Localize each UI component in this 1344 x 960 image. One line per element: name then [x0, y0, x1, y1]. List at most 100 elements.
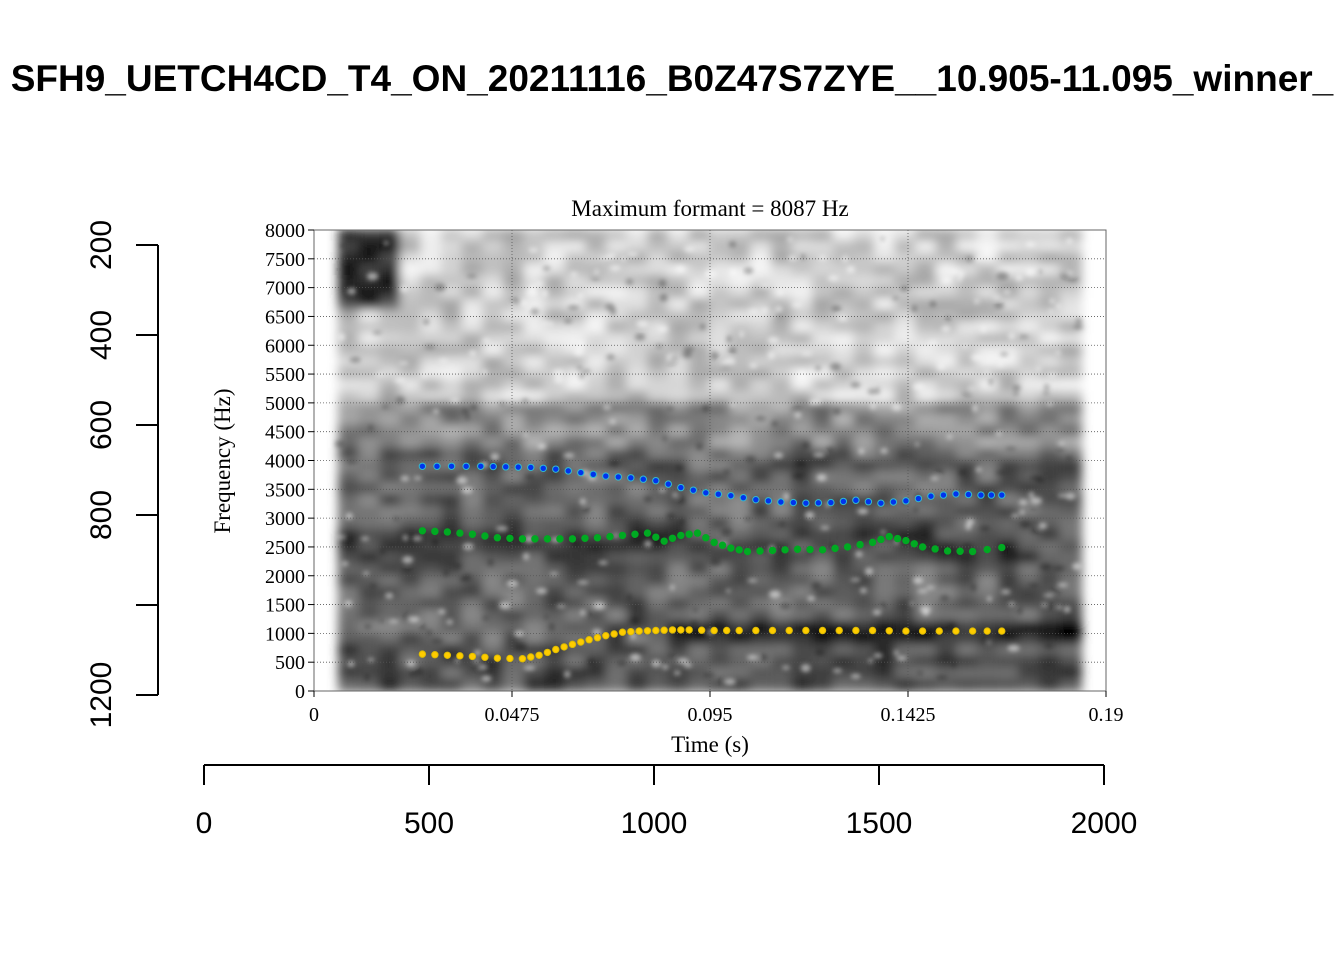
outer-x-tick-label: 0: [196, 807, 213, 840]
formant-point: [606, 532, 614, 541]
outer-y-tick-label: 600: [85, 400, 118, 450]
formant-point: [481, 653, 489, 661]
outer-x-tick-label: 500: [404, 807, 454, 840]
outer-y-axis: 200 400 600 800 1200: [85, 220, 159, 729]
formant-point: [631, 530, 639, 538]
formant-point: [710, 626, 718, 635]
formant-point: [952, 627, 960, 635]
y-tick-label: 5500: [265, 364, 305, 386]
formant-point: [987, 491, 996, 499]
spectrogram-panel: Maximum formant = 8087 Hz 0 500 1000 1500 20…: [210, 196, 1124, 757]
formant-point: [668, 534, 677, 542]
outer-x-tick-label: 1500: [846, 807, 913, 840]
formant-point: [877, 535, 885, 544]
formant-point: [752, 495, 760, 504]
formant-series-3: [418, 626, 1006, 663]
figure-title: SFH9_UETCH4CD_T4_ON_20211116_B0Z47S7ZYE_…: [11, 58, 1334, 99]
formant-point: [802, 499, 810, 507]
formant-point: [856, 540, 864, 549]
formant-point: [843, 543, 852, 551]
formant-point: [418, 650, 427, 658]
formant-point: [664, 480, 673, 488]
formant-point: [768, 626, 777, 635]
x-axis-label: Time (s): [671, 732, 749, 757]
formant-point: [968, 547, 977, 556]
formant-point: [677, 531, 685, 540]
formant-point: [935, 627, 943, 635]
formant-point: [714, 490, 723, 498]
formant-point: [885, 627, 893, 635]
x-tick-label: 0.19: [1089, 704, 1124, 726]
formant-point: [998, 627, 1006, 635]
y-tick-label: 7500: [265, 249, 305, 271]
formant-point: [735, 626, 743, 635]
formant-point: [506, 534, 514, 542]
formant-point: [614, 473, 622, 481]
y-tick-label: 1000: [265, 623, 305, 645]
formant-point: [983, 545, 991, 554]
formant-point: [789, 498, 798, 507]
formant-point: [677, 483, 685, 492]
y-tick-label: 8000: [265, 220, 305, 242]
outer-x-tick-label: 1000: [621, 807, 688, 840]
formant-point: [914, 494, 923, 503]
formant-tracks: [418, 462, 1006, 663]
outer-y-tick-label: 1200: [85, 662, 118, 729]
formant-point: [685, 530, 693, 538]
x-tick-label: 0: [309, 704, 319, 726]
formant-point: [877, 499, 885, 507]
formant-point: [668, 626, 677, 634]
formant-point: [918, 543, 927, 551]
formant-point: [552, 645, 560, 654]
y-axis-label: Frequency (Hz): [210, 389, 235, 534]
formant-point: [956, 547, 964, 555]
formant-point: [806, 545, 814, 554]
formant-point: [802, 626, 810, 635]
y-tick-label: 2500: [265, 537, 305, 559]
formant-point: [768, 546, 777, 555]
formant-point: [447, 462, 456, 470]
formant-point: [593, 534, 602, 542]
formant-series-2: [418, 527, 1006, 556]
formant-point: [693, 529, 702, 537]
formant-series-1: [418, 462, 1006, 507]
formant-point: [610, 630, 618, 638]
formant-point: [968, 627, 977, 635]
formant-point: [777, 498, 785, 506]
formant-point: [431, 527, 439, 536]
formant-point: [818, 546, 827, 554]
formant-point: [831, 544, 839, 553]
formant-point: [814, 499, 823, 507]
formant-point: [639, 475, 648, 483]
outer-y-tick-label: 400: [85, 310, 118, 360]
formant-point: [627, 627, 635, 636]
formant-point: [543, 535, 552, 543]
formant-point: [964, 490, 973, 499]
formant-point: [462, 462, 470, 470]
formant-point: [739, 493, 748, 502]
formant-point: [552, 465, 560, 473]
formant-point: [652, 476, 660, 485]
formant-point: [902, 536, 910, 545]
formant-point: [764, 497, 773, 505]
formant-point: [627, 474, 635, 482]
formant-point: [839, 497, 848, 506]
formant-point: [418, 527, 427, 535]
formant-point: [577, 468, 585, 477]
formant-point: [785, 626, 793, 635]
formant-point: [581, 534, 589, 542]
formant-point: [727, 544, 735, 552]
x-tick-label: 0.095: [688, 704, 733, 726]
formant-point: [689, 486, 698, 494]
formant-point: [793, 545, 802, 553]
formant-point: [931, 545, 939, 553]
formant-point: [564, 467, 572, 475]
formant-point: [893, 534, 902, 543]
formant-point: [998, 543, 1006, 552]
formant-point: [697, 626, 706, 634]
formant-point: [589, 470, 597, 479]
formant-point: [527, 463, 535, 472]
formant-point: [527, 653, 535, 661]
formant-point: [602, 472, 610, 480]
